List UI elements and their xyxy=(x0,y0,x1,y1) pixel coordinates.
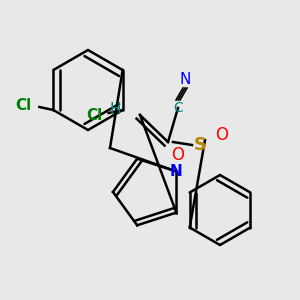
Text: N: N xyxy=(179,73,191,88)
Text: Cl: Cl xyxy=(15,98,32,112)
Text: S: S xyxy=(194,136,206,154)
Text: O: O xyxy=(215,126,229,144)
Text: Cl: Cl xyxy=(86,107,103,122)
Text: C: C xyxy=(173,101,183,115)
Text: H: H xyxy=(109,103,121,118)
Text: O: O xyxy=(172,146,184,164)
Text: N: N xyxy=(170,164,183,179)
